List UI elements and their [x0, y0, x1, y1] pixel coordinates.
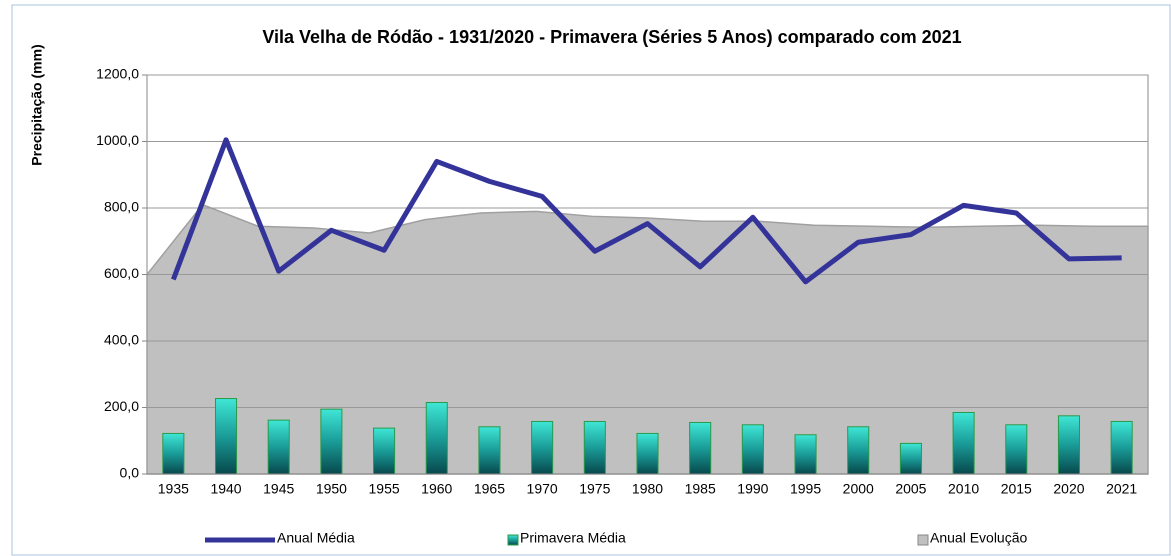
legend-swatch: [917, 534, 929, 546]
x-tick-label: 1985: [685, 481, 716, 497]
x-tick-label: 1990: [737, 481, 768, 497]
legend-label: Primavera Média: [520, 530, 626, 546]
x-tick-label: 1960: [421, 481, 452, 497]
x-tick-label: 1965: [474, 481, 505, 497]
x-tick-label: 2015: [1001, 481, 1032, 497]
x-tick-label: 1950: [316, 481, 347, 497]
bar: [267, 419, 290, 475]
x-tick-label: 2005: [895, 481, 926, 497]
y-tick-label: 800,0: [104, 199, 139, 215]
bar: [899, 442, 922, 475]
bar: [1005, 424, 1028, 475]
legend-label: Anual Evolução: [930, 530, 1028, 546]
bar: [162, 432, 185, 475]
bar: [214, 398, 238, 475]
y-axis-label: Precipitação (mm): [29, 44, 45, 165]
legend-label: Anual Média: [277, 530, 355, 546]
y-tick-label: 200,0: [104, 398, 139, 414]
x-tick-label: 1975: [579, 481, 610, 497]
bar: [1110, 420, 1133, 475]
bar: [583, 420, 606, 475]
x-tick-label: 2000: [843, 481, 874, 497]
area: [146, 203, 1149, 475]
x-tick-label: 1995: [790, 481, 821, 497]
bar: [847, 426, 870, 475]
bar: [1057, 415, 1081, 475]
bar: [373, 427, 396, 475]
y-tick-label: 0,0: [120, 465, 140, 481]
x-tick-label: 1940: [210, 481, 241, 497]
y-tick-label: 1200,0: [96, 66, 139, 82]
bar: [636, 432, 659, 475]
x-tick-label: 1945: [263, 481, 294, 497]
legend-swatch: [507, 534, 519, 546]
y-tick-label: 600,0: [104, 265, 139, 281]
y-tick-label: 400,0: [104, 332, 139, 348]
chart-title: Vila Velha de Ródão - 1931/2020 - Primav…: [262, 27, 961, 47]
x-tick-label: 2020: [1053, 481, 1084, 497]
line: [171, 137, 1122, 285]
bar: [741, 424, 764, 475]
x-tick-label: 1935: [158, 481, 189, 497]
bar: [689, 421, 712, 475]
y-tick-label: 1000,0: [96, 132, 139, 148]
bar: [320, 408, 343, 475]
x-tick-label: 2021: [1106, 481, 1137, 497]
bar: [425, 402, 448, 475]
x-tick-label: 1980: [632, 481, 663, 497]
x-tick-label: 1955: [369, 481, 400, 497]
bar: [952, 411, 975, 475]
bar: [794, 434, 817, 475]
x-tick-label: 1970: [527, 481, 558, 497]
x-tick-label: 2010: [948, 481, 979, 497]
bar: [478, 426, 501, 475]
bar: [531, 420, 554, 475]
